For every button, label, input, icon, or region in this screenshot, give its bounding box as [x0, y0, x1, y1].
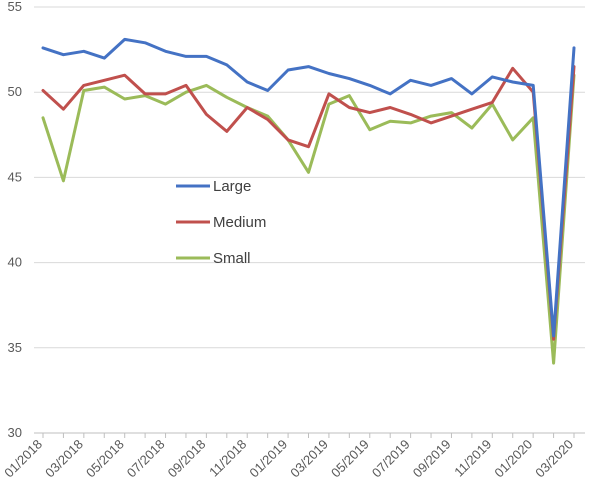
gridlines: [34, 6, 585, 349]
x-tick-label: 03/2019: [287, 437, 331, 481]
x-tick-labels: 01/201803/201805/201807/201809/201811/20…: [1, 437, 576, 481]
series-lines: [41, 37, 576, 365]
y-tick-label: 30: [8, 425, 22, 440]
legend-label-medium: Medium: [213, 214, 266, 231]
y-tick-labels: 30 35 40 45 50 55: [8, 0, 22, 440]
x-tick-label: 01/2020: [491, 437, 535, 481]
x-tick-label: 11/2019: [451, 437, 494, 480]
axes: [34, 432, 585, 438]
y-tick-label: 40: [8, 255, 22, 270]
y-tick-label: 55: [8, 0, 22, 14]
x-tick-label: 01/2019: [246, 437, 290, 481]
x-tick-label: 07/2019: [369, 437, 413, 481]
y-tick-label: 50: [8, 84, 22, 99]
x-tick-label: 05/2019: [328, 437, 372, 481]
x-tick-label: 07/2018: [124, 437, 168, 481]
x-tick-label: 11/2018: [206, 437, 249, 480]
x-tick-label: 03/2018: [42, 437, 86, 481]
y-tick-label: 45: [8, 169, 22, 184]
series-line-large: [41, 37, 576, 338]
series-line-small: [41, 73, 576, 365]
x-tick-label: 09/2019: [410, 437, 454, 481]
x-tick-label: 09/2018: [165, 437, 209, 481]
legend-label-large: Large: [213, 178, 251, 195]
series-line-medium: [41, 65, 576, 341]
x-tick-label: 05/2018: [83, 437, 127, 481]
legend: Large Medium Small: [176, 178, 266, 267]
legend-label-small: Small: [213, 250, 251, 267]
x-tick-label: 03/2020: [532, 437, 576, 481]
x-tick-label: 01/2018: [1, 437, 45, 481]
y-tick-label: 35: [8, 340, 22, 355]
